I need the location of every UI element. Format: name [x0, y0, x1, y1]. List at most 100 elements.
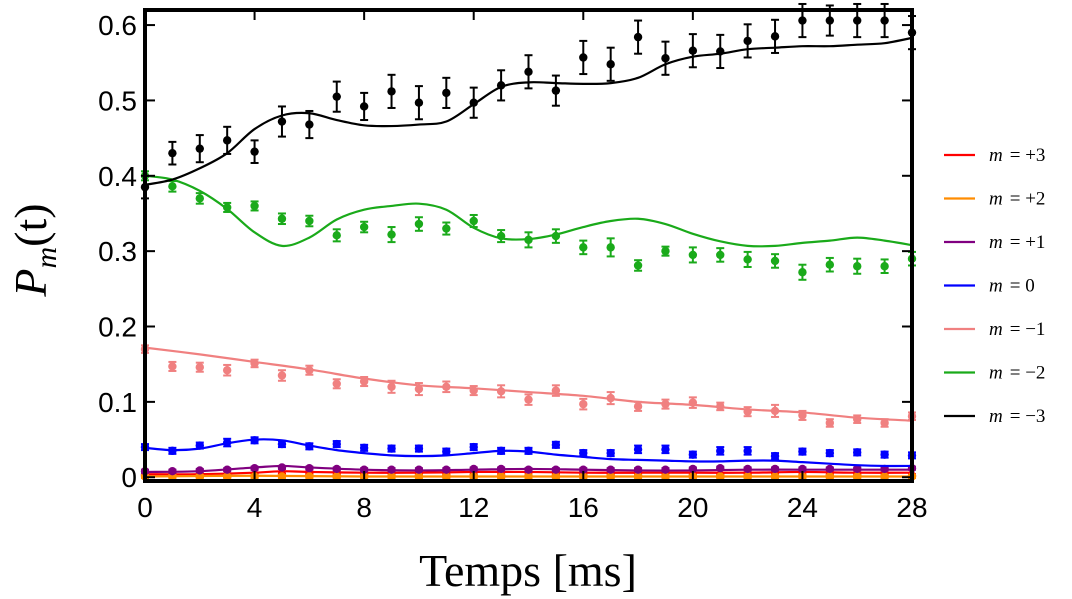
data-point — [250, 463, 259, 473]
data-point — [606, 472, 615, 481]
data-point — [798, 447, 807, 456]
data-point — [716, 250, 725, 260]
data-point — [606, 393, 615, 403]
data-point — [332, 92, 341, 101]
legend-entry: m = +1 — [944, 232, 1045, 253]
y-axis-title-sub: m — [30, 247, 63, 269]
data-point — [469, 442, 478, 452]
data-point — [688, 450, 698, 459]
data-point — [277, 117, 287, 126]
data-point — [332, 472, 341, 481]
data-point — [195, 466, 204, 475]
data-point — [496, 81, 506, 90]
x-tick-label: 20 — [677, 492, 708, 523]
data-point — [880, 450, 889, 459]
data-point — [359, 377, 369, 386]
data-point — [496, 472, 506, 481]
legend-label: m = +3 — [989, 145, 1045, 166]
svg-text:Pm(t): Pm(t) — [5, 203, 63, 297]
data-point — [661, 399, 670, 409]
data-point — [633, 465, 643, 474]
data-point — [633, 472, 643, 481]
data-point — [305, 472, 314, 481]
data-point — [195, 441, 204, 450]
plot-elements — [140, 2, 917, 481]
data-point — [195, 472, 204, 481]
data-point — [250, 436, 259, 445]
data-point — [798, 268, 807, 277]
data-point — [442, 465, 451, 474]
data-point — [853, 464, 862, 474]
data-point — [524, 465, 533, 474]
data-point — [825, 464, 835, 474]
legend-label: m = 0 — [989, 276, 1035, 297]
y-axis-title-main: P — [5, 268, 56, 297]
data-point — [496, 387, 506, 396]
data-point — [387, 472, 396, 481]
data-point — [716, 446, 725, 456]
y-tick-label: 0.1 — [98, 387, 137, 418]
data-point — [496, 231, 506, 241]
x-tick-label: 16 — [568, 492, 599, 523]
data-point — [524, 472, 533, 481]
x-tick-label: 28 — [896, 492, 927, 523]
legend-entry: m = −2 — [944, 363, 1045, 384]
data-point — [414, 465, 424, 474]
data-point — [469, 386, 478, 395]
y-axis-title-arg: (t) — [5, 203, 56, 246]
data-point — [168, 182, 177, 191]
data-point — [798, 411, 807, 420]
data-point — [551, 86, 561, 95]
data-point — [332, 439, 341, 449]
data-point — [250, 201, 259, 211]
data-point — [633, 261, 643, 270]
x-tick-label: 12 — [458, 492, 489, 523]
data-point — [716, 402, 725, 411]
series-6 — [140, 2, 917, 200]
legend-entry: m = +2 — [944, 189, 1045, 210]
data-point — [880, 418, 889, 428]
data-point — [387, 87, 396, 96]
data-point — [743, 407, 752, 416]
data-point — [332, 379, 341, 388]
y-tick-label: 0.3 — [98, 236, 137, 267]
data-point — [606, 60, 615, 69]
data-point — [250, 147, 259, 156]
data-point — [222, 203, 232, 212]
plot-frame — [143, 8, 914, 483]
data-point — [469, 98, 478, 107]
data-point — [743, 36, 752, 46]
series-5 — [140, 170, 917, 281]
data-point — [332, 464, 341, 474]
y-tick-label: 0.4 — [98, 161, 137, 192]
data-point — [688, 464, 698, 474]
data-point — [195, 363, 204, 372]
data-point — [606, 243, 615, 252]
legend-entry: m = +3 — [944, 145, 1045, 166]
data-point — [825, 16, 835, 25]
data-point — [661, 54, 670, 63]
data-point — [606, 465, 615, 474]
data-point — [168, 148, 177, 158]
data-point — [633, 402, 643, 411]
data-point — [770, 32, 780, 41]
legend-label: m = −1 — [989, 319, 1045, 340]
legend-label: m = +2 — [989, 189, 1045, 210]
data-point — [305, 442, 314, 451]
data-point — [524, 446, 533, 456]
data-point — [442, 447, 451, 456]
data-point — [798, 16, 807, 25]
data-point — [880, 16, 889, 25]
data-point — [880, 472, 889, 481]
data-point — [469, 216, 478, 226]
legend-label: m = +1 — [989, 232, 1045, 253]
data-point — [688, 398, 698, 407]
data-point — [250, 359, 259, 368]
data-point — [414, 444, 424, 453]
data-point — [277, 371, 287, 380]
data-point — [579, 53, 588, 62]
data-point — [743, 255, 752, 264]
data-point — [524, 395, 533, 404]
data-point — [222, 472, 232, 481]
